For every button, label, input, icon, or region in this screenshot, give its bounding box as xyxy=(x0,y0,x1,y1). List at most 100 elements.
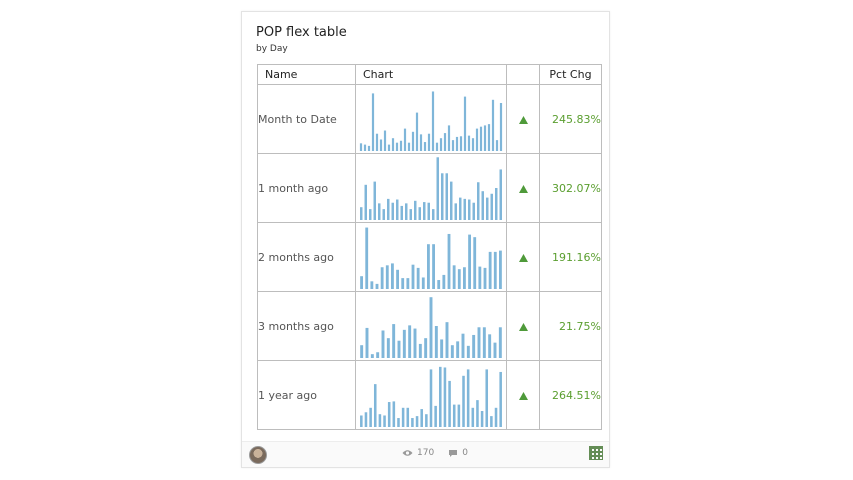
sparkline-bar xyxy=(467,135,471,151)
sparkline-bar xyxy=(461,333,465,358)
sparkline-bar xyxy=(486,197,489,220)
sparkline-bar xyxy=(447,125,451,151)
table-row[interactable]: Month to Date 245.83% xyxy=(257,84,602,154)
sparkline-bar xyxy=(434,326,438,358)
sparkline-bar xyxy=(391,263,394,289)
trend-cell xyxy=(506,84,540,154)
column-header-chart[interactable]: Chart xyxy=(355,64,507,85)
sparkline-bar xyxy=(466,369,470,427)
sparkline-bar xyxy=(455,136,459,151)
sparkline-bar xyxy=(488,334,492,358)
sparkline-chart xyxy=(360,227,502,289)
widget-title: POP flex table xyxy=(256,25,347,40)
sparkline-bar xyxy=(439,366,442,427)
sparkline-bar xyxy=(414,200,417,220)
sparkline-bar xyxy=(370,354,374,358)
sparkline-chart xyxy=(360,157,502,220)
pct-change-value: 245.83% xyxy=(539,84,602,154)
sparkline-bar xyxy=(491,99,495,151)
sparkline-bar xyxy=(375,133,379,151)
table-row[interactable]: 2 months ago 191.16% xyxy=(257,222,602,292)
trend-up-icon xyxy=(518,391,528,400)
table-row[interactable]: 3 months ago 21.75% xyxy=(257,291,602,361)
sparkline-cell xyxy=(355,291,507,361)
sparkline-bar xyxy=(418,207,421,220)
sparkline-bar xyxy=(473,237,477,289)
sparkline-bar xyxy=(387,144,391,151)
user-avatar[interactable] xyxy=(249,446,267,464)
sparkline-chart xyxy=(360,366,502,427)
row-name: 1 year ago xyxy=(257,360,356,430)
sparkline-bar xyxy=(383,415,386,427)
trend-up-icon xyxy=(518,115,528,124)
trend-up-icon xyxy=(518,322,528,331)
sparkline-bar xyxy=(457,269,461,289)
sparkline-bar xyxy=(472,202,475,220)
widget-stats: 170 0 xyxy=(402,448,468,458)
trend-up-icon xyxy=(518,253,528,262)
table-row[interactable]: 1 year ago 264.51% xyxy=(257,360,602,430)
sparkline-bar xyxy=(370,281,374,289)
sparkline-bar xyxy=(435,142,439,151)
trend-cell xyxy=(506,291,540,361)
trend-cell xyxy=(506,360,540,430)
sparkline-cell xyxy=(355,153,507,223)
trend-cell xyxy=(506,153,540,223)
column-header-pct-chg[interactable]: Pct Chg xyxy=(539,64,602,85)
sparkline-bar xyxy=(432,209,435,220)
sparkline-bar xyxy=(429,369,433,427)
sparkline-bar xyxy=(448,380,451,427)
sparkline-bar xyxy=(440,339,444,358)
sparkline-bar xyxy=(494,407,498,427)
sparkline-bar xyxy=(499,371,502,427)
sparkline-bar xyxy=(360,415,363,427)
sparkline-bar xyxy=(373,384,377,427)
sparkline-bar xyxy=(498,327,502,358)
sparkline-bar xyxy=(452,404,456,427)
sparkline-bar xyxy=(483,125,487,151)
sparkline-bar xyxy=(363,144,367,151)
sparkline-bar xyxy=(429,297,433,358)
sparkline-bar xyxy=(459,197,462,220)
table-row[interactable]: 1 month ago 302.07% xyxy=(257,153,602,223)
sparkline-bar xyxy=(399,140,403,151)
sparkline-bar xyxy=(485,369,489,427)
sparkline-bar xyxy=(432,244,435,289)
sparkline-bar xyxy=(405,203,408,220)
comment-icon[interactable] xyxy=(448,449,458,458)
qr-code-icon[interactable] xyxy=(589,446,603,460)
sparkline-bar xyxy=(406,407,410,427)
flex-table-widget: POP flex table by Day Name Chart Pct Chg… xyxy=(241,11,610,468)
sparkline-bar xyxy=(493,342,497,358)
sparkline-cell xyxy=(355,84,507,154)
sparkline-bar xyxy=(392,401,396,427)
sparkline-bar xyxy=(450,345,454,358)
sparkline-bar xyxy=(488,251,492,289)
sparkline-bar xyxy=(431,91,435,151)
sparkline-bar xyxy=(499,169,502,220)
sparkline-bar xyxy=(378,414,382,427)
column-header-trend[interactable] xyxy=(506,64,540,85)
sparkline-bar xyxy=(402,329,406,358)
sparkline-bar xyxy=(439,138,443,151)
sparkline-bar xyxy=(406,278,410,289)
sparkline-bar xyxy=(483,267,487,289)
sparkline-bar xyxy=(475,128,479,151)
sparkline-bar xyxy=(468,199,471,220)
sparkline-bar xyxy=(427,202,430,220)
sparkline-bar xyxy=(376,352,380,358)
sparkline-bar xyxy=(495,188,498,220)
views-count: 170 xyxy=(417,448,435,458)
sparkline-bar xyxy=(418,343,422,358)
sparkline-bar xyxy=(462,375,465,427)
sparkline-bar xyxy=(425,414,428,427)
sparkline-bar xyxy=(468,234,471,289)
sparkline-bar xyxy=(397,418,400,427)
column-header-name[interactable]: Name xyxy=(257,64,356,85)
sparkline-bar xyxy=(471,407,475,427)
sparkline-bar xyxy=(391,138,395,151)
sparkline-bar xyxy=(360,276,363,289)
sparkline-bar xyxy=(396,199,399,220)
pct-change-value: 191.16% xyxy=(539,222,602,292)
row-name: Month to Date xyxy=(257,84,356,154)
